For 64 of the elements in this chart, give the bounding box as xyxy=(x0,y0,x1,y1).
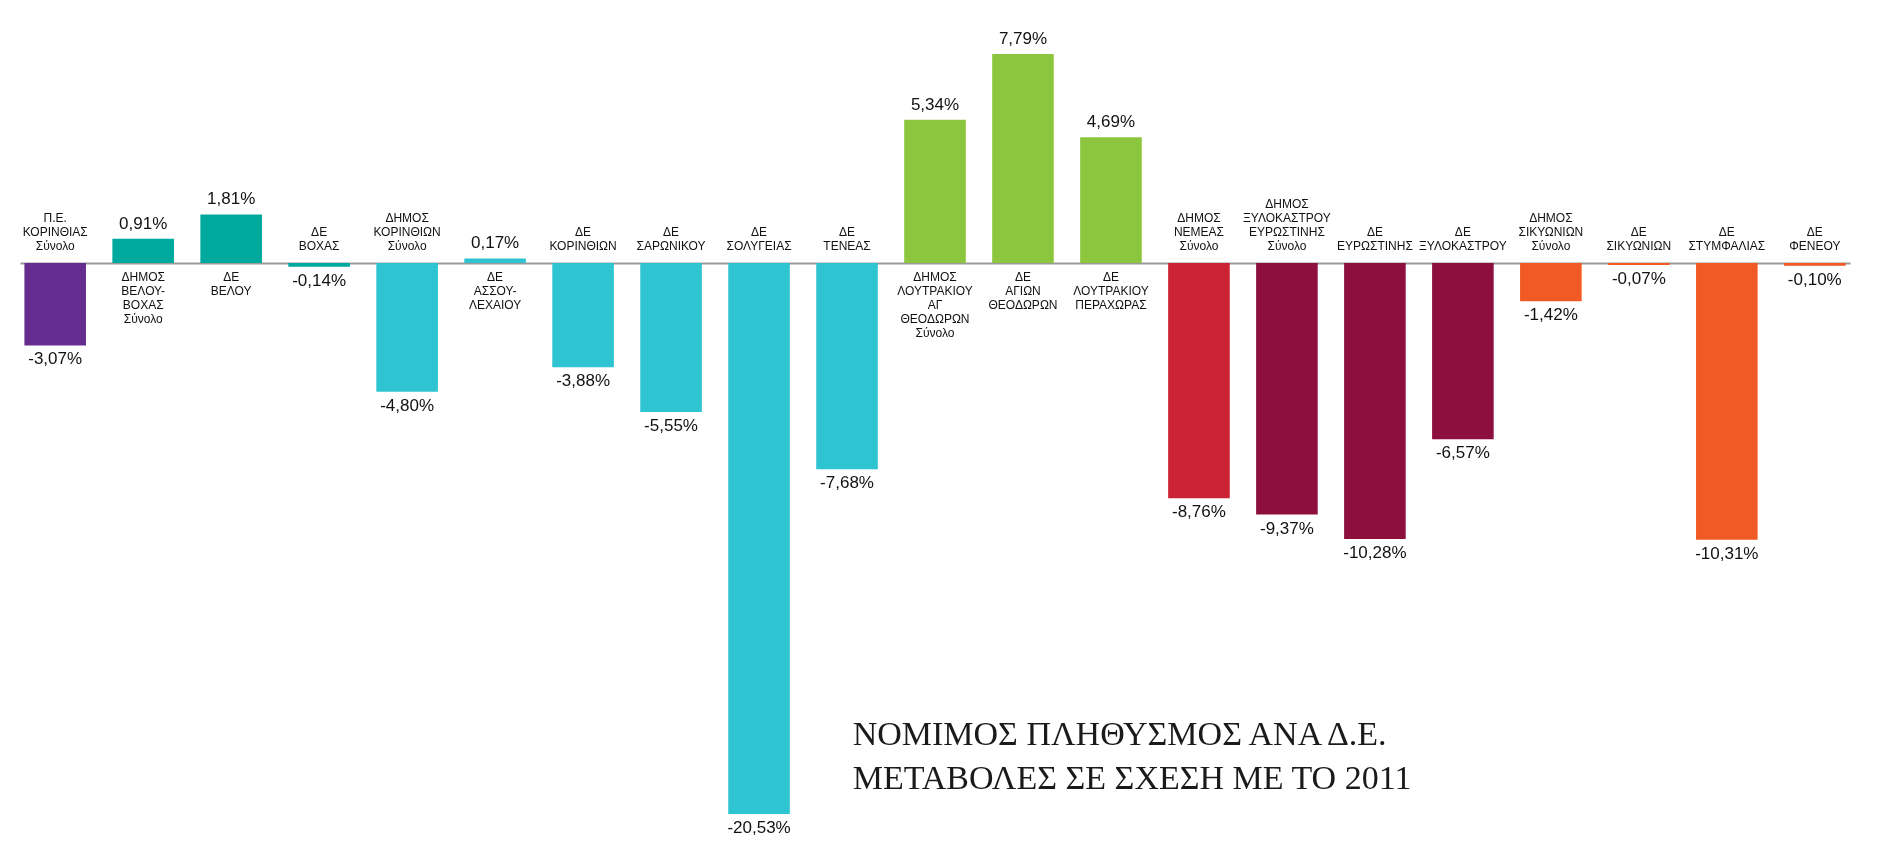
bar xyxy=(1168,263,1230,499)
data-label: -1,42% xyxy=(1523,305,1578,325)
x-tick-label: ΔΕ ΣΑΡΩΝΙΚΟΥ xyxy=(636,225,706,254)
data-label: -0,10% xyxy=(1787,269,1842,289)
bar xyxy=(1696,263,1758,540)
bar xyxy=(1784,263,1846,266)
data-label: -10,31% xyxy=(1695,543,1759,563)
bar xyxy=(1344,263,1406,539)
x-tick-label: ΔΕ ΕΥΡΩΣΤΙΝΗΣ xyxy=(1336,225,1413,254)
data-label: 4,69% xyxy=(1086,112,1136,132)
x-tick-label: Π.Ε. ΚΟΡΙΝΘΙΑΣ Σύνολο xyxy=(22,211,88,254)
x-tick-label: ΔΗΜΟΣ ΞΥΛΟΚΑΣΤΡΟΥ ΕΥΡΩΣΤΙΝΗΣ Σύνολο xyxy=(1243,197,1331,254)
data-label: -8,76% xyxy=(1172,502,1226,522)
text: ΜΕΤΑΒΟΛΕΣ ΣΕ ΣΧΕΣΗ ΜΕ ΤΟ 2011 xyxy=(852,759,1412,797)
bar xyxy=(904,119,966,264)
x-tick-label: ΔΕ ΚΟΡΙΝΘΙΩΝ xyxy=(549,225,617,254)
data-label: -3,88% xyxy=(556,371,611,391)
data-label: -0,07% xyxy=(1611,268,1666,288)
bar xyxy=(728,263,790,814)
data-label: 0,91% xyxy=(119,213,168,233)
x-tick-label: ΔΕ ΦΕΝΕΟΥ xyxy=(1789,225,1841,254)
data-label: -5,55% xyxy=(644,415,698,435)
data-label: 0,17% xyxy=(470,233,520,253)
x-tick-label: ΔΕ ΞΥΛΟΚΑΣΤΡΟΥ xyxy=(1419,225,1507,254)
x-tick-label: ΔΕ ΣΙΚΥΩΝΙΩΝ xyxy=(1606,225,1672,254)
x-tick-label: ΔΕ ΑΓΙΩΝ ΘΕΟΔΩΡΩΝ xyxy=(988,270,1058,313)
x-tick-label: ΔΕ ΒΕΛΟΥ xyxy=(210,270,252,299)
x-tick-label: ΔΗΜΟΣ ΛΟΥΤΡΑΚΙΟΥ ΑΓ ΘΕΟΔΩΡΩΝ Σύνολο xyxy=(897,270,973,341)
data-label: -3,07% xyxy=(28,349,83,369)
data-label: 5,34% xyxy=(910,94,960,114)
x-tick-label: ΔΕ ΑΣΣΟΥ-ΛΕΧΑΙΟΥ xyxy=(468,270,522,313)
bar xyxy=(1432,263,1494,440)
data-label: -7,68% xyxy=(820,473,874,493)
x-tick-label: ΔΗΜΟΣ ΝΕΜΕΑΣ Σύνολο xyxy=(1173,211,1224,254)
x-tick-label: ΔΕ ΛΟΥΤΡΑΚΙΟΥ ΠΕΡΑΧΩΡΑΣ xyxy=(1073,270,1149,313)
bar xyxy=(1256,263,1318,515)
bar xyxy=(1520,263,1582,302)
data-label: 1,81% xyxy=(207,189,256,209)
bar xyxy=(288,263,350,267)
bar xyxy=(1080,137,1142,264)
x-tick-label: ΔΕ ΒΟΧΑΣ xyxy=(298,225,340,254)
bar xyxy=(992,54,1054,264)
bar xyxy=(552,263,614,368)
bar xyxy=(376,263,438,392)
data-label: 7,79% xyxy=(998,29,1048,48)
data-label: -20,53% xyxy=(727,818,791,837)
x-tick-label: ΔΗΜΟΣ ΒΕΛΟΥ-ΒΟΧΑΣ Σύνολο xyxy=(121,270,165,327)
bar xyxy=(112,238,174,264)
x-tick-label: ΔΕ ΤΕΝΕΑΣ xyxy=(823,225,871,254)
bar xyxy=(464,258,526,264)
data-label: -0,14% xyxy=(292,270,347,290)
x-tick-label: ΔΗΜΟΣ ΚΟΡΙΝΘΙΩΝ Σύνολο xyxy=(373,211,441,254)
x-tick-label: ΔΕ ΣΟΛΥΓΕΙΑΣ xyxy=(726,225,792,254)
bar xyxy=(640,263,702,412)
bar xyxy=(816,263,878,470)
bar xyxy=(24,263,86,346)
data-label: -10,28% xyxy=(1343,542,1407,562)
bar xyxy=(200,214,262,264)
data-label: -6,57% xyxy=(1435,443,1490,463)
x-tick-label: ΔΗΜΟΣ ΣΙΚΥΩΝΙΩΝ Σύνολο xyxy=(1518,211,1584,254)
text: ΝΟΜΙΜΟΣ ΠΛΗΘΥΣΜΟΣ ΑΝΑ Δ.Ε. xyxy=(852,715,1387,753)
x-tick-label: ΔΕ ΣΤΥΜΦΑΛΙΑΣ xyxy=(1688,225,1766,254)
data-label: -9,37% xyxy=(1259,518,1314,538)
data-label: -4,80% xyxy=(380,395,435,415)
